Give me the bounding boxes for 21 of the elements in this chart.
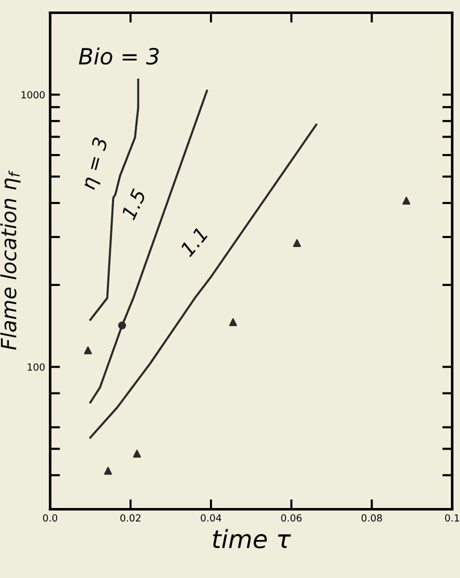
x-tick-label: 0.04 xyxy=(200,514,222,522)
x-tick-label: 0.02 xyxy=(120,514,140,522)
annotation: 1.1 xyxy=(179,227,208,258)
x-tick-label: 0.06 xyxy=(281,514,302,522)
point xyxy=(118,321,126,330)
point xyxy=(104,466,112,475)
y-tick-label: 1000 xyxy=(22,91,45,98)
x-axis-title: time τ xyxy=(213,529,292,548)
point xyxy=(402,196,410,205)
x-tick-label: 0.1 xyxy=(445,514,460,522)
annotation: 1.5 xyxy=(121,188,146,220)
x-tick-label: 0.0 xyxy=(43,514,58,522)
point xyxy=(229,318,238,326)
annotation: η = 3 xyxy=(80,136,112,191)
y-axis-title: Flame location η$_{f}$ xyxy=(0,170,20,350)
point xyxy=(133,450,141,458)
x-tick-label: 0.08 xyxy=(362,514,382,522)
annotation: Bio = 3 xyxy=(78,47,159,65)
y-tick-label: 100 xyxy=(28,363,45,371)
point xyxy=(293,239,301,248)
point xyxy=(84,346,92,354)
